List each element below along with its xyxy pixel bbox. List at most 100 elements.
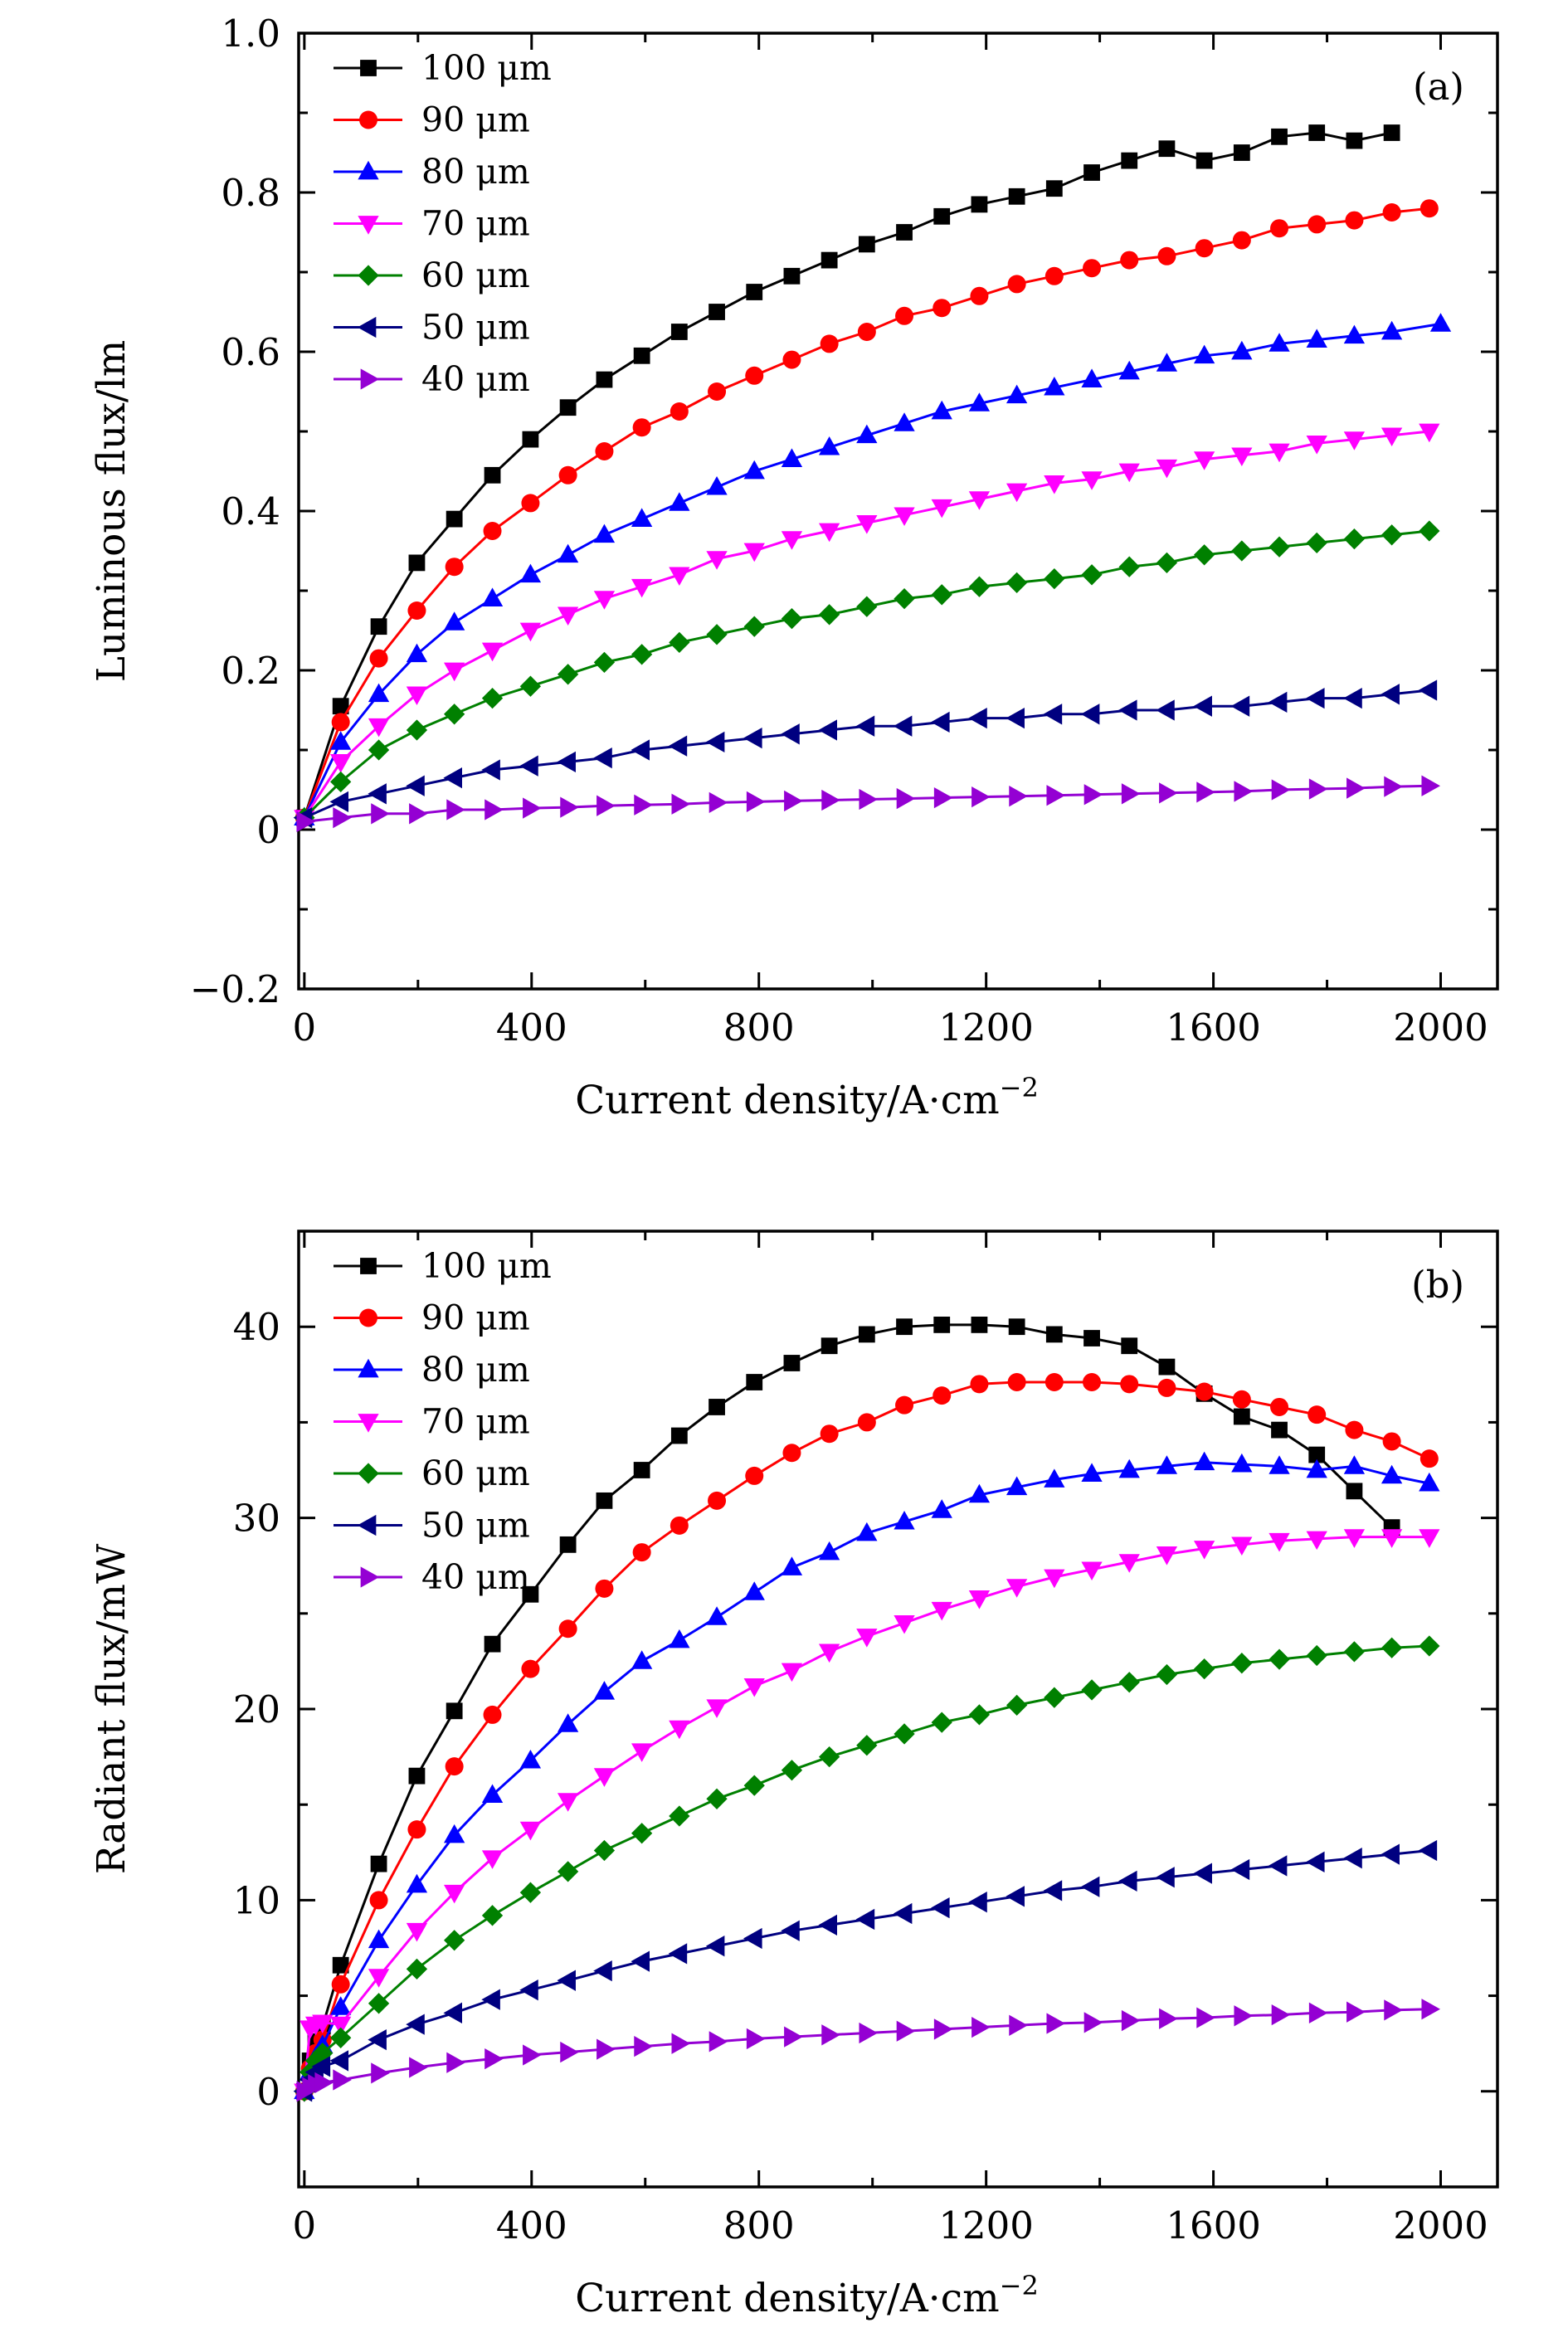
series-50-m — [293, 679, 1438, 829]
data-point — [631, 1650, 653, 1669]
panel-b: 0 400 800 1200 1600 2000 0 10 20 30 40 Current dens… — [89, 1230, 1499, 2321]
data-point — [968, 1892, 987, 1913]
data-point — [329, 791, 349, 813]
data-point — [1045, 180, 1063, 197]
data-point — [519, 1821, 542, 1841]
data-point — [521, 1659, 540, 1678]
data-point — [706, 551, 728, 570]
series-50-m — [293, 1839, 1438, 2102]
data-point — [1306, 329, 1327, 348]
data-point — [1343, 1641, 1366, 1663]
data-point — [1231, 1453, 1253, 1473]
data-point — [743, 1927, 762, 1950]
data-point — [557, 543, 579, 563]
data-point — [1083, 784, 1103, 806]
data-point — [1384, 776, 1403, 797]
data-point — [1269, 333, 1290, 352]
data-point — [596, 1492, 613, 1509]
data-point — [745, 1466, 764, 1485]
data-point — [1044, 1569, 1065, 1589]
data-point — [593, 1768, 616, 1787]
data-point — [1346, 1483, 1363, 1500]
data-point — [483, 522, 502, 540]
data-point — [1193, 1451, 1215, 1471]
data-point — [1419, 1529, 1440, 1548]
legend-item: 40 μm — [334, 359, 530, 399]
data-point — [1156, 1546, 1178, 1566]
data-point — [971, 1316, 988, 1333]
data-point — [597, 2038, 616, 2060]
data-point — [746, 1374, 763, 1390]
data-point — [1306, 1851, 1325, 1872]
data-point — [406, 2014, 425, 2035]
data-point — [858, 236, 875, 253]
data-point — [406, 719, 428, 741]
data-point — [519, 1882, 542, 1903]
data-point — [709, 304, 725, 320]
legend-item: 90 μm — [334, 100, 530, 140]
data-point — [1307, 1405, 1327, 1424]
panel-a: 0 400 800 1200 1600 2000 −0.2 0 0.2 0.4 0.6 0.8 1.0 C… — [89, 12, 1499, 1123]
data-point — [894, 1614, 915, 1634]
data-point — [1044, 1687, 1065, 1708]
data-point — [1269, 1455, 1290, 1474]
x-tick-label: 0 — [293, 1006, 317, 1049]
legend-label: 70 μm — [421, 1402, 530, 1442]
data-point — [821, 789, 840, 811]
data-point — [406, 643, 428, 663]
data-point — [446, 2052, 465, 2073]
data-point — [1159, 2008, 1178, 2029]
data-point — [706, 1699, 728, 1718]
data-point — [557, 751, 576, 773]
data-point — [931, 1897, 950, 1919]
data-point — [333, 806, 352, 829]
data-point — [408, 554, 426, 572]
data-point — [481, 1850, 504, 1869]
x-tick-label: 2000 — [1393, 2203, 1488, 2247]
data-point — [820, 1424, 839, 1444]
legend-marker — [360, 1258, 377, 1274]
data-point — [670, 324, 688, 340]
data-point — [1083, 259, 1102, 278]
data-point — [1308, 124, 1326, 141]
data-point — [1381, 1529, 1403, 1548]
data-point — [1008, 1318, 1025, 1336]
data-point — [485, 2048, 504, 2070]
legend-label: 50 μm — [421, 1506, 530, 1546]
data-point — [1196, 782, 1215, 803]
series-line — [303, 2008, 1429, 2093]
data-point — [593, 1839, 616, 1862]
data-point — [709, 1399, 725, 1415]
data-point — [896, 787, 916, 810]
data-point — [558, 465, 577, 485]
data-point — [855, 1908, 875, 1931]
data-point — [368, 718, 390, 738]
data-point — [1306, 1458, 1327, 1478]
data-point — [1080, 704, 1100, 725]
data-point — [368, 1929, 390, 1949]
data-point — [1231, 447, 1253, 466]
data-point — [484, 466, 501, 484]
data-point — [1120, 251, 1139, 270]
data-point — [1232, 231, 1251, 250]
data-point — [743, 460, 765, 480]
y-axis-title: Luminous flux/lm — [89, 340, 134, 683]
data-point — [668, 1943, 688, 1965]
data-point — [856, 515, 878, 534]
data-point — [1269, 536, 1290, 558]
data-point — [1231, 1536, 1253, 1556]
data-point — [593, 523, 616, 543]
legend-marker — [358, 1463, 379, 1484]
data-point — [857, 1413, 876, 1432]
data-point — [1156, 1455, 1178, 1474]
data-point — [856, 1522, 878, 1541]
legend-label: 40 μm — [421, 1557, 530, 1597]
data-point — [1118, 1458, 1140, 1478]
data-point — [1269, 1532, 1290, 1552]
data-point — [312, 2014, 334, 2034]
data-point — [593, 747, 612, 769]
legend-item: 40 μm — [334, 1557, 530, 1597]
data-point — [671, 2033, 691, 2054]
data-point — [1121, 783, 1141, 805]
